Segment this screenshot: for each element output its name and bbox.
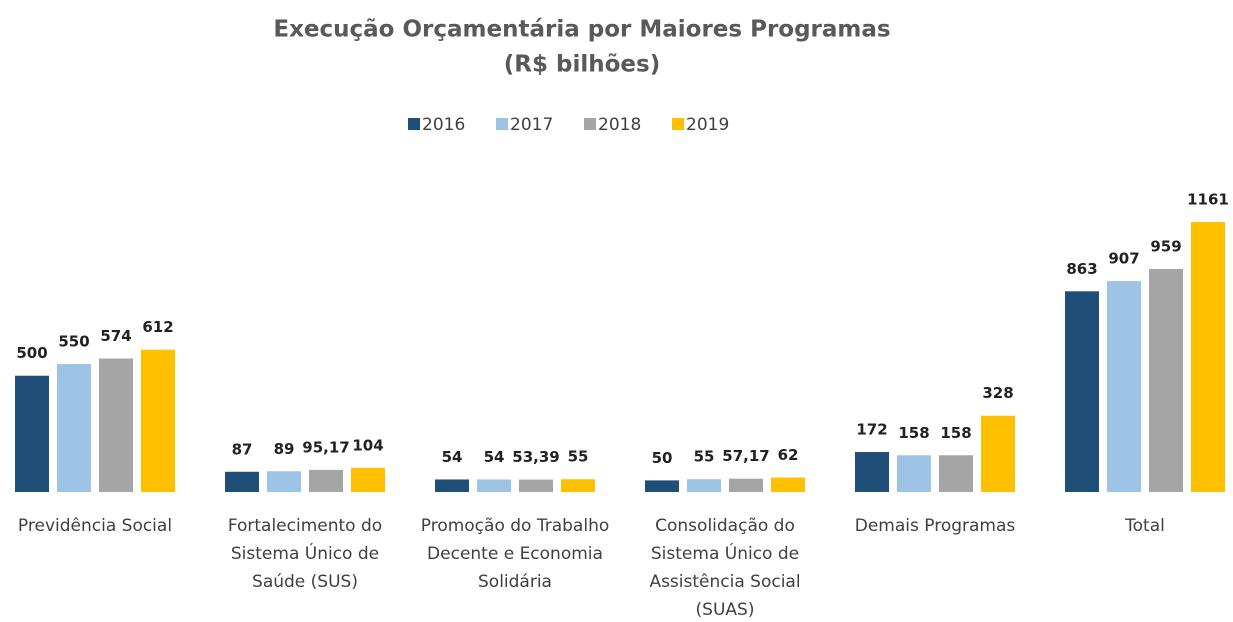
bar — [1107, 281, 1141, 492]
data-label: 104 — [352, 436, 383, 454]
data-label: 612 — [142, 318, 173, 336]
bar — [267, 471, 301, 492]
data-label: 500 — [16, 344, 47, 362]
bar — [1065, 291, 1099, 492]
x-tick-label: Consolidação do Sistema Único de Assistê… — [649, 516, 801, 620]
data-label: 158 — [898, 424, 929, 442]
bar — [141, 349, 175, 492]
bar — [225, 471, 259, 492]
x-tick-label: Promoção do Trabalho Decente e Economia … — [420, 516, 610, 592]
data-label: 55 — [568, 448, 589, 466]
data-label: 62 — [778, 446, 799, 464]
x-tick-label: Previdência Social — [17, 516, 173, 536]
legend-label: 2019 — [686, 115, 729, 135]
data-label: 328 — [982, 384, 1013, 402]
bar — [435, 479, 469, 492]
data-label: 57,17 — [722, 447, 769, 465]
data-label: 907 — [1108, 250, 1139, 268]
legend-swatch — [496, 118, 508, 130]
bar — [897, 455, 931, 492]
data-label: 54 — [484, 448, 505, 466]
legend-label: 2017 — [510, 115, 553, 135]
bar — [1149, 268, 1183, 492]
data-label: 158 — [940, 424, 971, 442]
bar — [561, 479, 595, 492]
data-label: 87 — [232, 440, 253, 458]
bar — [855, 452, 889, 492]
bar — [1191, 222, 1225, 492]
bar — [519, 479, 553, 492]
bar — [351, 467, 385, 492]
bar — [981, 415, 1015, 492]
bar — [687, 479, 721, 492]
chart-subtitle: (R$ bilhões) — [504, 52, 660, 78]
data-label: 1161 — [1187, 191, 1229, 209]
data-label: 89 — [274, 440, 295, 458]
x-tick-label: Total — [1125, 516, 1165, 536]
bar — [309, 469, 343, 492]
data-label: 959 — [1150, 237, 1181, 255]
x-tick-label: Demais Programas — [854, 516, 1016, 536]
data-label: 863 — [1066, 260, 1097, 278]
bar — [15, 375, 49, 492]
bar — [939, 455, 973, 492]
data-label: 574 — [100, 327, 131, 345]
data-label: 54 — [442, 448, 463, 466]
legend-label: 2016 — [422, 115, 465, 135]
data-label: 53,39 — [512, 448, 559, 466]
bar — [645, 480, 679, 492]
legend-swatch — [672, 118, 684, 130]
data-label: 95,17 — [302, 438, 349, 456]
chart-title: Execução Orçamentária por Maiores Progra… — [273, 17, 890, 43]
data-label: 172 — [856, 421, 887, 439]
legend-swatch — [584, 118, 596, 130]
bar — [99, 358, 133, 492]
bar — [729, 478, 763, 492]
x-tick-label: Fortalecimento do Sistema Único de Saúde… — [227, 516, 383, 592]
bar — [771, 477, 805, 492]
legend-label: 2018 — [598, 115, 641, 135]
data-label: 55 — [694, 448, 715, 466]
bar — [57, 364, 91, 492]
data-label: 550 — [58, 333, 89, 351]
bar — [477, 479, 511, 492]
legend-swatch — [408, 118, 420, 130]
data-label: 50 — [652, 449, 673, 467]
